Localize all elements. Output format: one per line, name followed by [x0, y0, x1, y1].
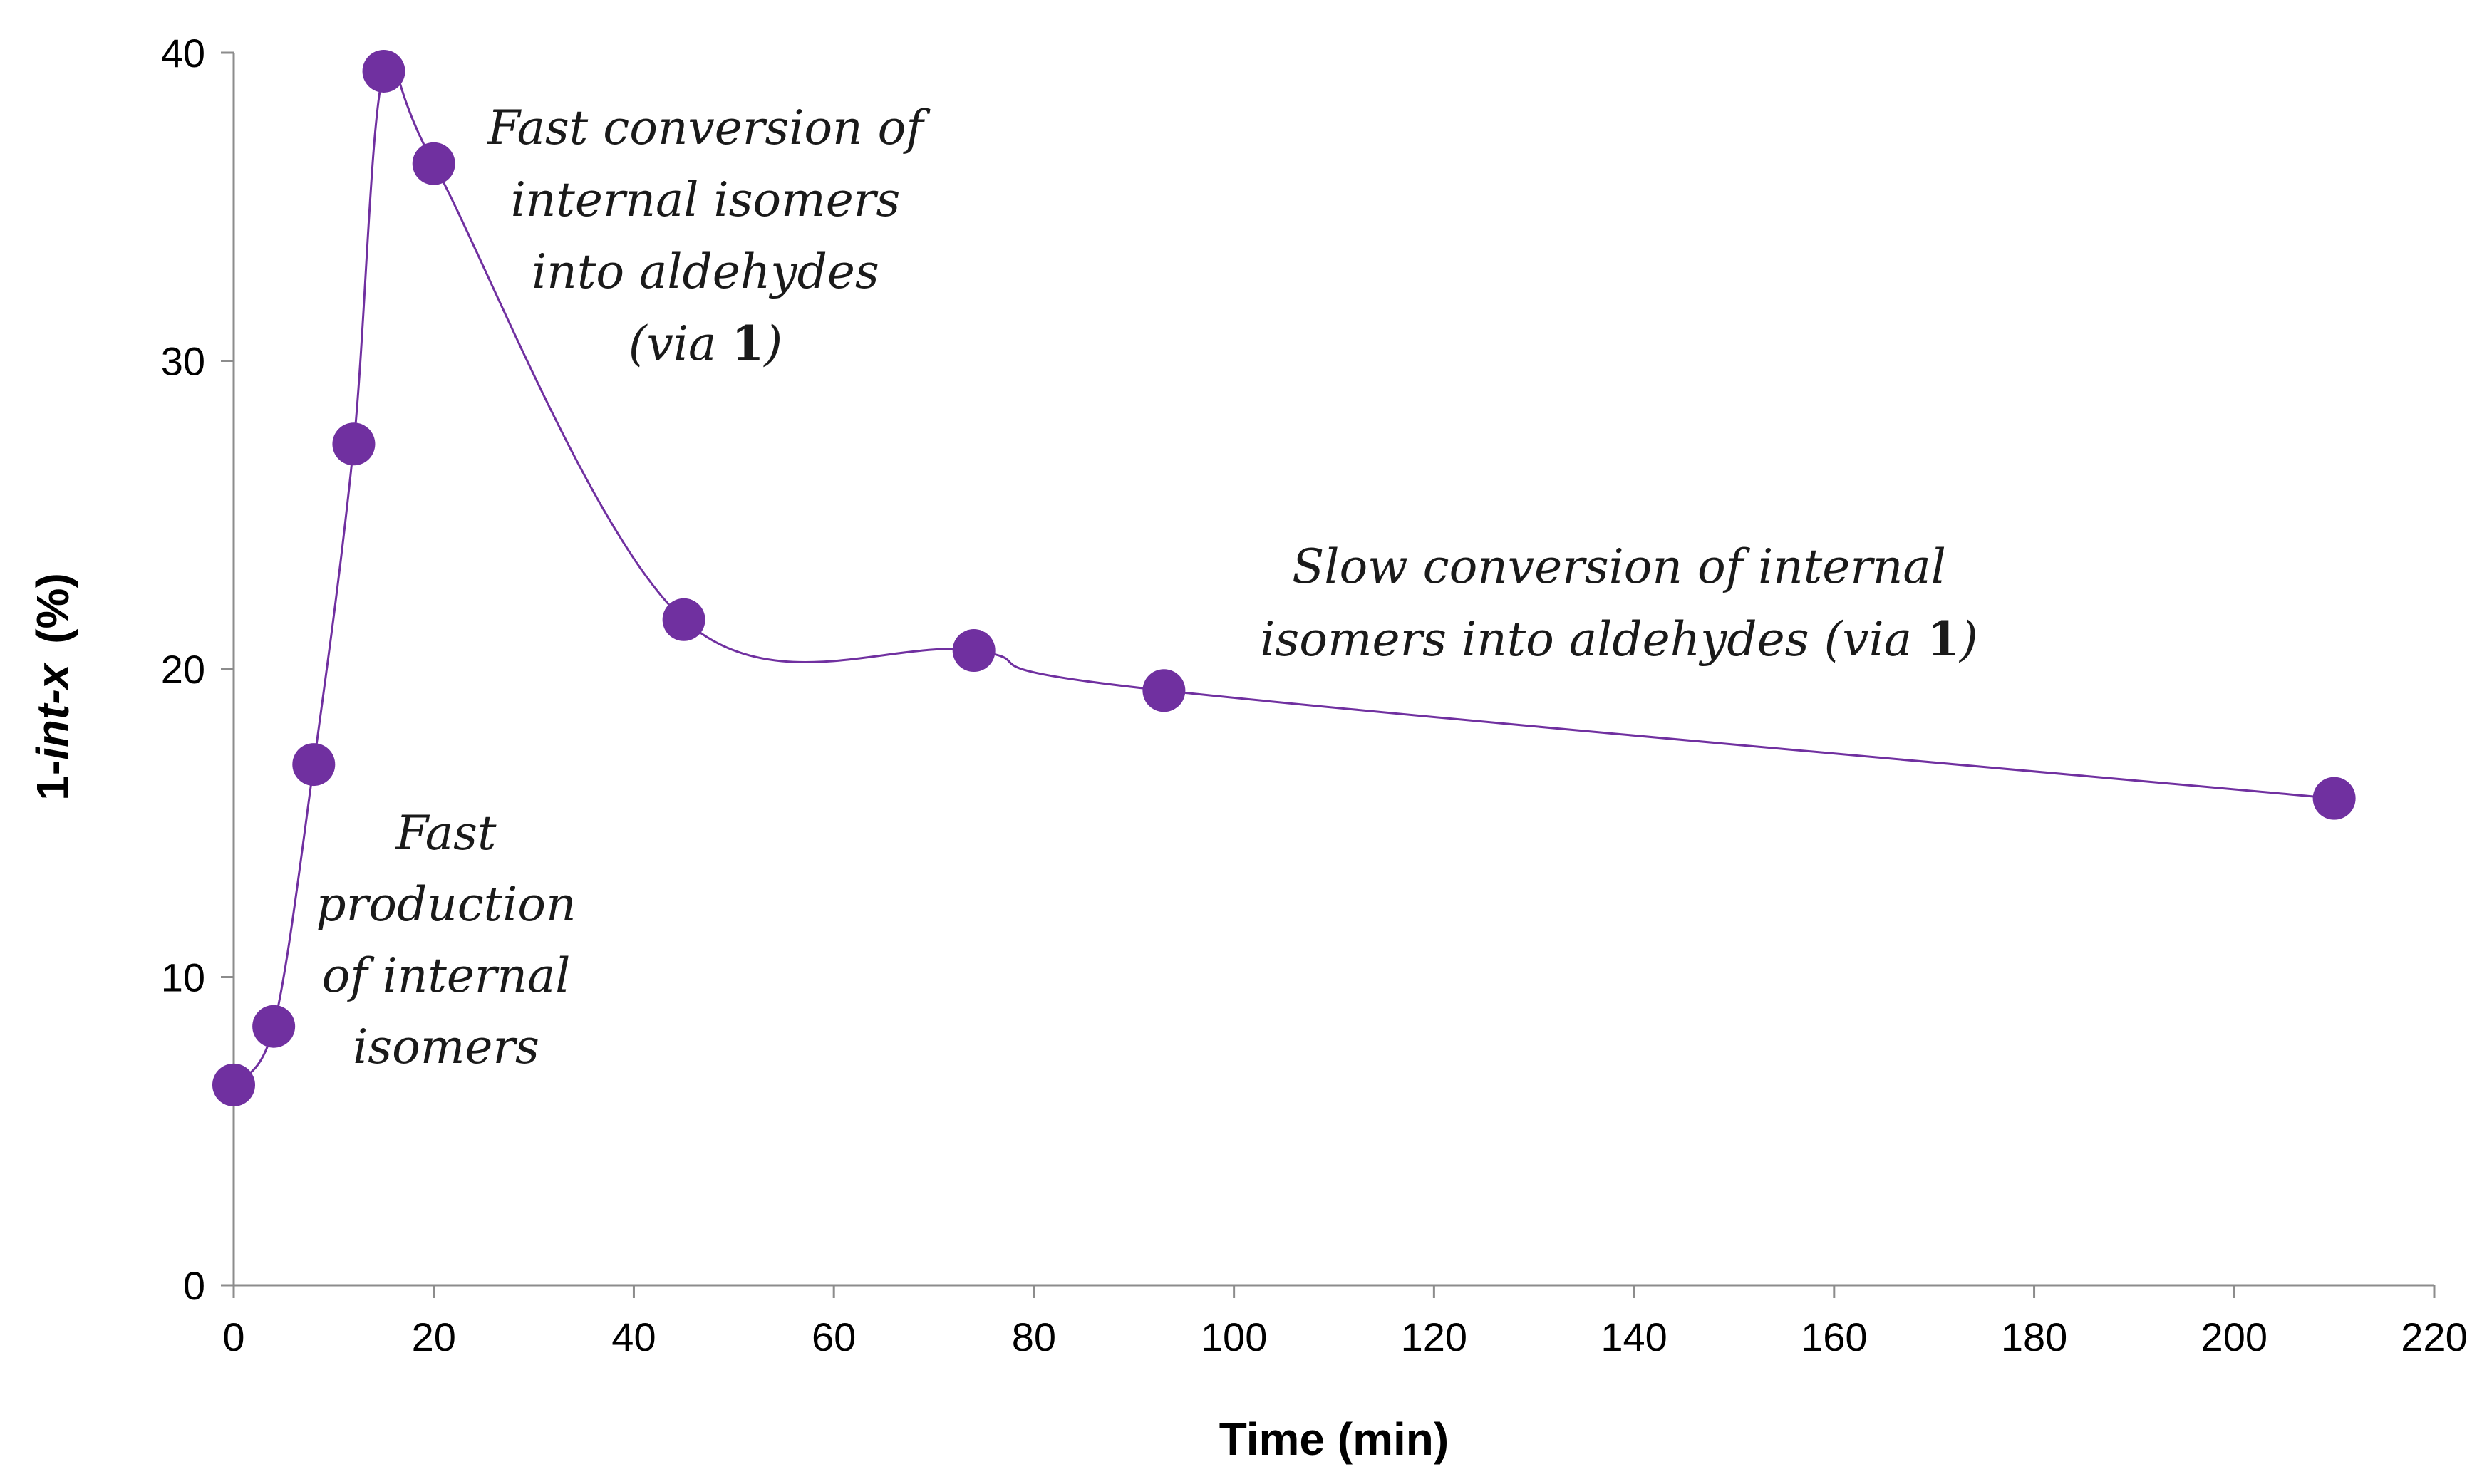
y-tick-label: 10 [161, 955, 205, 1000]
annotation-fast-conversion: Fast conversion of internal isomers into a… [487, 100, 931, 371]
annotation-fast-production: Fast production of internal isomers [316, 806, 576, 1074]
x-tick-label: 220 [2401, 1314, 2467, 1359]
y-axis-title: 1-int-x (%) [27, 573, 78, 801]
annotations: Fast production of internal isomers Fast con… [316, 100, 1977, 1074]
annotation-text: into aldehydes [532, 244, 879, 299]
annotation-text: ) [762, 316, 782, 371]
x-tick-label: 0 [222, 1314, 244, 1359]
x-axis-title: Time (min) [1219, 1413, 1449, 1465]
x-tick-label: 180 [2001, 1314, 2067, 1359]
annotation-text: Fast conversion of [487, 100, 931, 155]
data-point [2312, 777, 2356, 820]
data-point [412, 142, 455, 185]
x-axis-ticks: 0 20 40 60 80 100 120 140 160 180 200 220 [222, 1285, 2468, 1359]
annotation-text: internal isomers [511, 172, 900, 227]
y-axis-title-suffix: (%) [27, 573, 78, 644]
x-tick-label: 140 [1601, 1314, 1667, 1359]
x-tick-label: 200 [2201, 1314, 2267, 1359]
x-tick-label: 120 [1401, 1314, 1467, 1359]
annotation-text: isomers into aldehydes (via [1260, 612, 1927, 667]
x-tick-label: 60 [812, 1314, 856, 1359]
data-point [362, 49, 405, 93]
annotation-text: ) [1958, 612, 1978, 667]
annotation-slow-conversion: Slow conversion of internal isomers into … [1260, 539, 1977, 667]
y-tick-label: 40 [161, 31, 205, 76]
y-tick-label: 30 [161, 339, 205, 384]
annotation-text: (via [629, 316, 731, 371]
x-tick-label: 160 [1801, 1314, 1867, 1359]
data-point [212, 1063, 255, 1106]
annotation-text: production [316, 877, 576, 932]
data-point [292, 743, 336, 787]
annotation-text: 1 [731, 316, 764, 371]
data-point [662, 598, 705, 641]
y-tick-label: 20 [161, 647, 205, 692]
annotation-text: Fast [395, 806, 497, 861]
data-point [1142, 669, 1186, 712]
annotation-text: isomers [353, 1019, 539, 1074]
annotation-text: Slow conversion of internal [1292, 539, 1946, 594]
axes [232, 53, 2434, 1287]
x-tick-label: 20 [412, 1314, 456, 1359]
x-tick-label: 80 [1012, 1314, 1056, 1359]
x-tick-label: 100 [1201, 1314, 1267, 1359]
y-axis-ticks: 0 10 20 30 40 [161, 31, 234, 1308]
y-axis-title-prefix: 1- [27, 760, 78, 801]
data-point [952, 629, 996, 673]
y-tick-label: 0 [183, 1263, 205, 1308]
data-point [252, 1005, 296, 1048]
x-tick-label: 40 [611, 1314, 656, 1359]
annotation-text: of internal [322, 948, 571, 1003]
annotation-text: 1 [1927, 611, 1960, 667]
data-point [332, 422, 376, 466]
y-axis-title-italic: int-x [27, 662, 78, 760]
data-points [212, 49, 2356, 1106]
